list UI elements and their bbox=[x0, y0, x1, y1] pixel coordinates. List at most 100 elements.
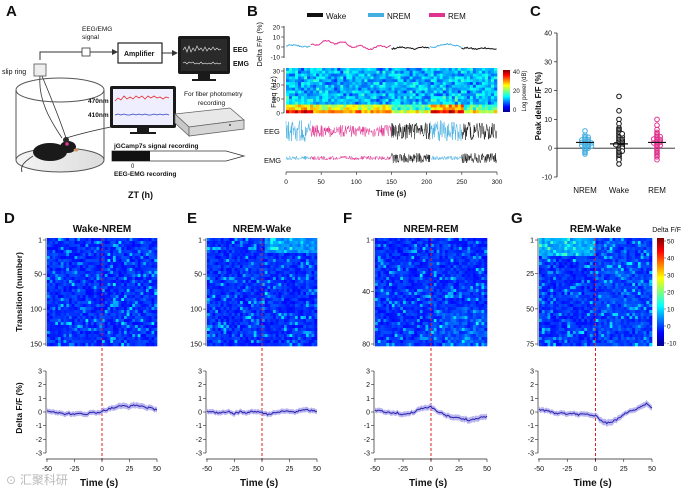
heatmap-cell bbox=[99, 328, 103, 332]
heatmap-cell bbox=[229, 283, 233, 287]
y-tick-label: 20 bbox=[273, 83, 281, 90]
spectrogram-cell bbox=[331, 98, 335, 103]
heatmap-cell bbox=[69, 256, 73, 260]
heatmap-cell bbox=[397, 271, 401, 275]
heatmap-cell bbox=[60, 292, 64, 296]
heatmap-cell bbox=[229, 304, 233, 308]
heatmap-cell bbox=[146, 343, 150, 347]
heatmap-cell bbox=[212, 253, 216, 257]
spectrogram-cell bbox=[337, 98, 341, 103]
spectrogram-cell bbox=[343, 107, 347, 111]
spectrogram-cell bbox=[481, 101, 486, 105]
heatmap-cell bbox=[137, 280, 141, 284]
spectrogram-cell bbox=[472, 87, 477, 91]
heatmap-cell bbox=[126, 334, 130, 338]
heatmap-cell bbox=[137, 259, 141, 263]
heatmap-cell bbox=[77, 304, 81, 308]
heatmap-cell bbox=[278, 283, 282, 287]
heatmap-cell bbox=[148, 292, 152, 296]
heatmap-cell bbox=[218, 241, 222, 245]
heatmap-cell bbox=[137, 292, 141, 296]
heatmap-cell bbox=[267, 238, 271, 242]
spectrogram-cell bbox=[466, 98, 471, 103]
data-point-nrem bbox=[585, 134, 592, 141]
spectrogram-cell bbox=[436, 101, 441, 105]
spectrogram-cell bbox=[343, 104, 347, 108]
heatmap-cell bbox=[91, 274, 95, 278]
heatmap-cell bbox=[140, 241, 144, 245]
heatmap-cell bbox=[154, 262, 158, 266]
heatmap-cell bbox=[99, 292, 103, 296]
heatmap-cell bbox=[414, 280, 418, 284]
heatmap-cell bbox=[69, 259, 73, 263]
heatmap-cell bbox=[91, 292, 95, 296]
spectrogram-cell bbox=[325, 98, 329, 103]
spectrogram-cell bbox=[322, 90, 326, 94]
heatmap-cell bbox=[118, 328, 122, 332]
heatmap-cell bbox=[234, 247, 238, 251]
heatmap-cell bbox=[256, 280, 260, 284]
heatmap-cell bbox=[245, 256, 249, 260]
heatmap-cell bbox=[461, 265, 465, 269]
heatmap-cell bbox=[212, 262, 216, 266]
heatmap-cell bbox=[49, 325, 53, 329]
heatmap-cell bbox=[143, 280, 147, 284]
spectrogram-cell bbox=[442, 98, 447, 103]
heatmap-cell bbox=[419, 277, 423, 281]
heatmap-cell bbox=[110, 277, 114, 281]
heatmap-cell bbox=[273, 340, 277, 344]
heatmap-cell bbox=[115, 334, 119, 338]
spectrogram-cell bbox=[487, 82, 492, 86]
heatmap-cell bbox=[58, 283, 62, 287]
heatmap-cell bbox=[464, 259, 468, 263]
heatmap-cell bbox=[115, 313, 119, 317]
heatmap-cell bbox=[481, 268, 485, 272]
heatmap-cell bbox=[148, 271, 152, 275]
spectrogram-cell bbox=[322, 82, 326, 86]
y-tick-label: 10 bbox=[273, 35, 281, 42]
heatmap-cell bbox=[129, 268, 133, 272]
heatmap-cell bbox=[284, 322, 288, 326]
heatmap-cell bbox=[275, 238, 279, 242]
spectrogram-cell bbox=[307, 79, 311, 83]
heatmap-cell bbox=[74, 331, 78, 335]
heatmap-cell bbox=[389, 277, 393, 281]
heatmap-cell bbox=[63, 250, 67, 254]
heatmap-cell bbox=[74, 319, 78, 323]
spectrogram-cell bbox=[457, 98, 462, 103]
heatmap-cell bbox=[311, 256, 315, 260]
heatmap-cell bbox=[314, 280, 318, 284]
heatmap-cell bbox=[212, 256, 216, 260]
spectrogram-cell bbox=[427, 73, 431, 77]
heatmap-cell bbox=[281, 241, 285, 245]
heatmap-cell bbox=[110, 343, 114, 347]
heatmap-cell bbox=[80, 253, 84, 257]
spectrogram-cell bbox=[415, 101, 419, 105]
spectrogram-cell bbox=[493, 101, 498, 105]
heatmap-cell bbox=[270, 247, 274, 251]
spectrogram-cell bbox=[373, 76, 377, 80]
heatmap-cell bbox=[107, 298, 111, 302]
heatmap-cell bbox=[242, 280, 246, 284]
heatmap-cell bbox=[126, 259, 130, 263]
heatmap-cell bbox=[278, 337, 282, 341]
heatmap-cell bbox=[80, 274, 84, 278]
spectrogram-cell bbox=[304, 98, 308, 103]
spectrogram-cell bbox=[301, 68, 305, 72]
heatmap-cell bbox=[273, 292, 277, 296]
heatmap-cell bbox=[478, 247, 482, 251]
spectrogram-cell bbox=[400, 110, 404, 114]
heatmap-cell bbox=[459, 277, 463, 281]
heatmap-cell bbox=[284, 271, 288, 275]
heatmap-cell bbox=[132, 295, 136, 299]
heatmap-cell bbox=[115, 340, 119, 344]
heatmap-cell bbox=[419, 286, 423, 290]
heatmap-cell bbox=[93, 274, 97, 278]
spectrogram-cell bbox=[466, 82, 471, 86]
heatmap-cell bbox=[267, 256, 271, 260]
heatmap-cell bbox=[110, 283, 114, 287]
spectrogram-cell bbox=[490, 98, 495, 103]
heatmap-cell bbox=[220, 262, 224, 266]
heatmap-cell bbox=[242, 286, 246, 290]
heatmap-cell bbox=[91, 331, 95, 335]
